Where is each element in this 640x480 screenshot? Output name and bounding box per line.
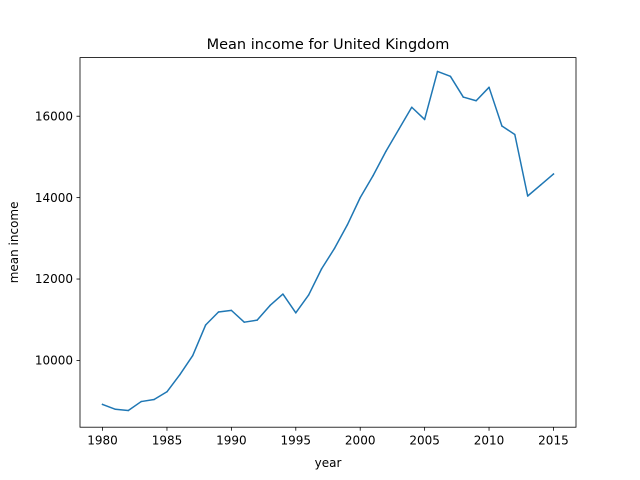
- data-point-1997: [320, 268, 323, 270]
- x-tick-label-1995: 1995: [281, 434, 312, 448]
- data-point-2007: [449, 75, 452, 78]
- axes-layer: [79, 57, 577, 428]
- data-point-2012: [514, 133, 516, 136]
- data-point-1996: [307, 294, 310, 296]
- data-point-2002: [385, 150, 387, 152]
- x-tick-label-1980: 1980: [87, 434, 118, 448]
- data-point-1988: [204, 324, 207, 326]
- data-point-2014: [539, 184, 542, 186]
- y-tick-label-14000: 14000: [35, 191, 73, 205]
- series-layer: [101, 70, 555, 412]
- plot-area: [80, 57, 576, 428]
- data-point-1992: [256, 319, 258, 321]
- data-point-1982: [127, 409, 130, 412]
- data-point-2015: [552, 173, 555, 175]
- data-point-1986: [179, 373, 181, 376]
- data-point-2009: [475, 100, 477, 102]
- data-point-2003: [398, 128, 400, 130]
- x-axis-title: year: [315, 456, 342, 470]
- y-tick-label-12000: 12000: [35, 272, 73, 286]
- plot-frame: [79, 57, 577, 428]
- data-point-1989: [217, 311, 220, 313]
- data-point-1981: [114, 408, 117, 411]
- data-point-2000: [359, 196, 361, 199]
- y-tick-label-16000: 16000: [35, 109, 73, 123]
- data-point-1991: [243, 321, 246, 323]
- data-point-2010: [488, 86, 490, 89]
- y-axis-title: mean income: [7, 202, 21, 284]
- x-tick-label-2015: 2015: [538, 434, 569, 448]
- x-tick-label-1985: 1985: [152, 434, 183, 448]
- y-axis: 10000 12000 14000 16000: [35, 109, 80, 368]
- data-point-1995: [295, 312, 297, 314]
- x-tick-label-2005: 2005: [409, 434, 440, 448]
- data-point-1998: [333, 247, 336, 250]
- data-point-2001: [372, 174, 374, 177]
- series-line-0: [101, 70, 555, 412]
- data-point-2005: [423, 118, 426, 121]
- data-point-1985: [166, 391, 168, 393]
- x-tick-label-1990: 1990: [216, 434, 247, 448]
- data-point-1980: [101, 403, 104, 406]
- x-tick-label-2000: 2000: [345, 434, 376, 448]
- data-point-1990: [230, 309, 233, 312]
- data-point-1993: [269, 304, 271, 307]
- y-tick-label-10000: 10000: [35, 354, 73, 368]
- data-point-2011: [501, 125, 503, 127]
- data-point-2006: [436, 70, 439, 73]
- data-point-1999: [346, 224, 349, 226]
- data-point-2004: [410, 106, 413, 109]
- x-tick-label-2010: 2010: [474, 434, 505, 448]
- data-point-1994: [282, 293, 284, 295]
- data-point-2008: [462, 96, 465, 98]
- data-point-1983: [140, 400, 142, 403]
- data-point-1984: [153, 398, 155, 401]
- data-point-1987: [191, 354, 194, 357]
- x-axis: 1980 1985 1990 1995 2000 2005 2010 2015: [87, 427, 569, 448]
- data-point-2013: [526, 195, 529, 197]
- chart-title: Mean income for United Kingdom: [207, 37, 450, 53]
